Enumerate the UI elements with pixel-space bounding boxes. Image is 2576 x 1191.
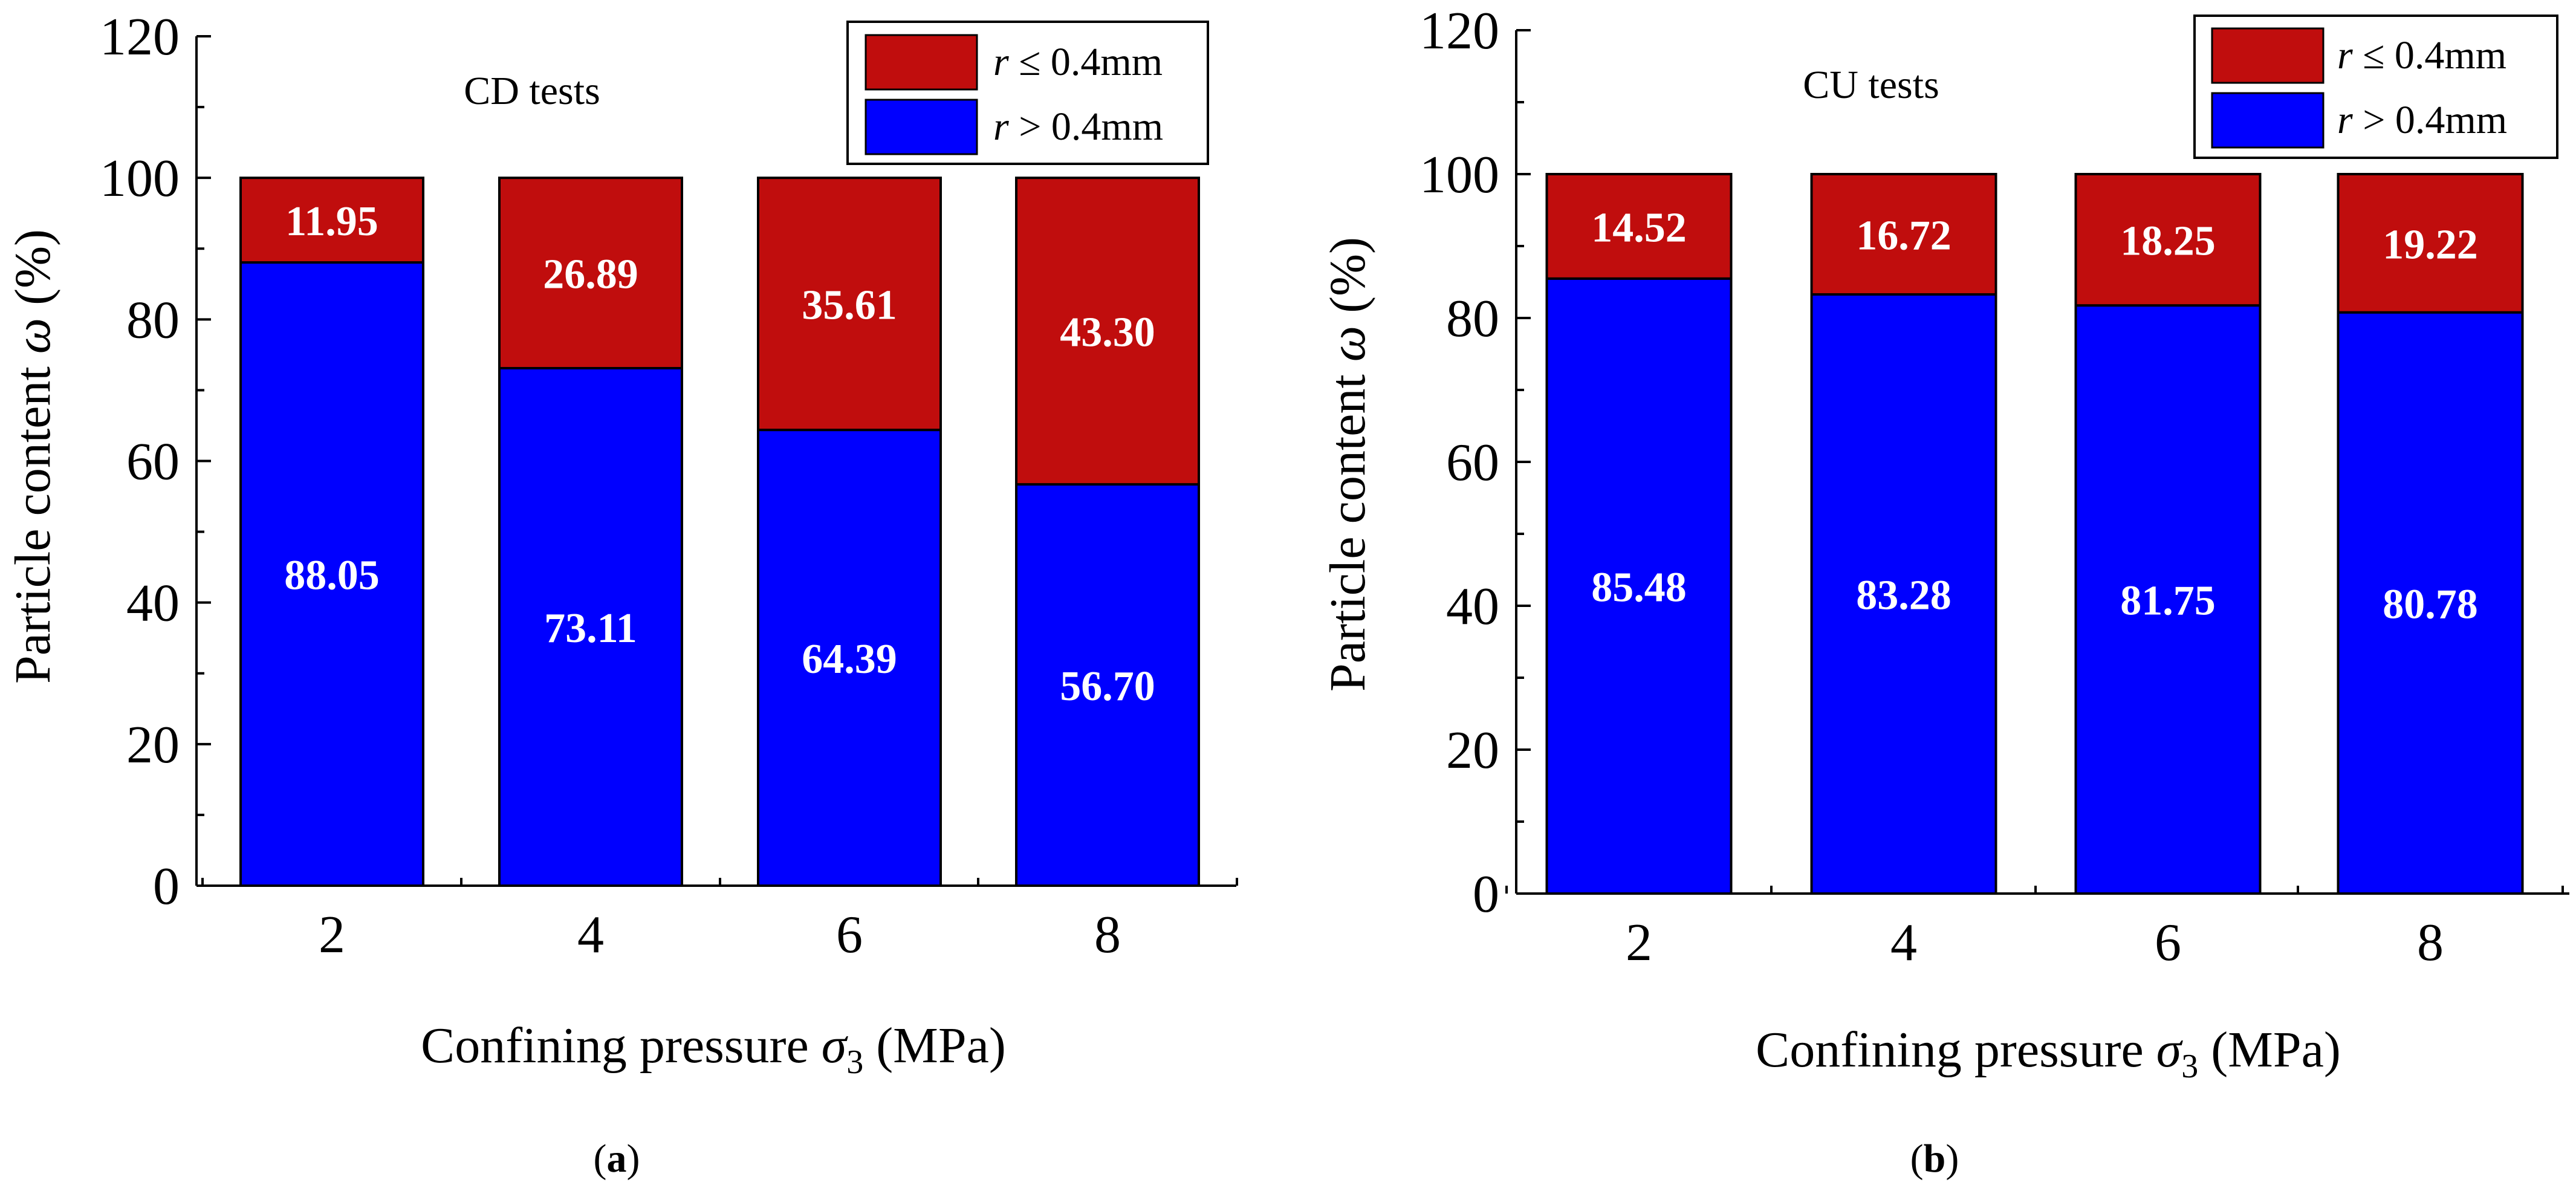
panel-a-panel-label: (a) bbox=[594, 1137, 640, 1181]
panel-a-y-tick-label: 40 bbox=[126, 574, 180, 633]
panel-a-bar-lower-4 bbox=[498, 367, 683, 887]
panel-b-bar-lower-4 bbox=[1810, 293, 1997, 895]
panel-b-data-label-lower-8: 80.78 bbox=[2383, 581, 2478, 628]
panel-a-bar-lower-6 bbox=[757, 429, 942, 887]
panel-b-data-label-lower-6: 81.75 bbox=[2120, 578, 2216, 625]
panel-a-data-label-lower-8: 56.70 bbox=[1060, 663, 1155, 710]
panel-a-bar-lower-8 bbox=[1015, 483, 1200, 887]
panel-a-legend-swatch-lower bbox=[865, 99, 978, 155]
panel-a-y-tick-label: 60 bbox=[126, 433, 180, 492]
panel-a-y-tick-label: 100 bbox=[100, 149, 180, 208]
panel-b-data-label-upper-6: 18.25 bbox=[2120, 218, 2216, 265]
panel-a-data-label-upper-8: 43.30 bbox=[1060, 310, 1155, 356]
panel-b-panel-label: (b) bbox=[1910, 1137, 1959, 1181]
panel-a-data-label-upper-4: 26.89 bbox=[543, 252, 638, 298]
panel-a-legend-label-upper: r ≤ 0.4mm bbox=[993, 40, 1163, 84]
panel-b-y-tick-label: 60 bbox=[1446, 433, 1499, 492]
panel-b-y-tick-label: 20 bbox=[1446, 721, 1499, 780]
panel-b-legend-swatch-lower bbox=[2211, 92, 2325, 149]
panel-a-legend-label-lower: r > 0.4mm bbox=[993, 105, 1163, 149]
panel-b-bar-lower-2 bbox=[1545, 277, 1733, 895]
panel-b-x-tick-label: 6 bbox=[2155, 914, 2181, 972]
panel-b-legend-label-upper: r ≤ 0.4mm bbox=[2337, 33, 2506, 77]
panel-a-annotation: CD tests bbox=[464, 69, 600, 113]
panel-b-x-tick-label: 2 bbox=[1626, 914, 1652, 972]
panel-a-data-label-lower-6: 64.39 bbox=[802, 636, 897, 683]
panel-a-bar-upper-4 bbox=[498, 177, 683, 370]
panel-a-x-tick-label: 4 bbox=[577, 906, 604, 964]
panel-b-plot-area: 0 20 40 60 80 100 120 2 4 6 8 85.48 14.52 83.28 16.72 8… bbox=[1419, 2, 2569, 972]
panel-a-y-tick-label: 80 bbox=[126, 291, 180, 349]
panel-b: 0 20 40 60 80 100 120 2 4 6 8 85.48 14.52 83.28 16.72 8… bbox=[1320, 2, 2569, 1181]
panel-a-data-label-upper-2: 11.95 bbox=[285, 198, 378, 245]
panel-a-y-tick-label: 120 bbox=[100, 8, 180, 67]
panel-b-legend: r ≤ 0.4mm r > 0.4mm bbox=[2193, 15, 2558, 159]
panel-a-bar-lower-2 bbox=[239, 261, 424, 887]
panel-b-y-tick-label: 0 bbox=[1473, 865, 1499, 924]
panel-b-data-label-lower-4: 83.28 bbox=[1856, 572, 1951, 618]
panel-b-legend-swatch-upper bbox=[2211, 27, 2325, 84]
panel-b-data-label-lower-2: 85.48 bbox=[1591, 564, 1687, 611]
panel-b-x-axis-label: Confining pressure σ3 (MPa) bbox=[1756, 1022, 2341, 1085]
panel-a-x-tick-label: 2 bbox=[319, 906, 345, 964]
panel-b-bar-upper-8 bbox=[2337, 173, 2524, 314]
panel-b-x-tick-label: 4 bbox=[1890, 914, 1917, 972]
panel-a-legend-swatch-upper bbox=[865, 34, 978, 91]
panel-a-legend: r ≤ 0.4mm r > 0.4mm bbox=[846, 21, 1209, 165]
panel-b-y-tick-label: 100 bbox=[1419, 146, 1499, 204]
panel-a-bar-upper-8 bbox=[1015, 177, 1200, 486]
panel-a-y-tick-label: 0 bbox=[153, 857, 180, 916]
panel-b-annotation: CU tests bbox=[1803, 63, 1939, 107]
panel-a-data-label-lower-4: 73.11 bbox=[544, 605, 637, 652]
panel-a: 0 20 40 60 80 100 120 2 4 6 8 88.05 11.95 73.11 26.89 6… bbox=[5, 8, 1238, 1181]
panel-b-data-label-upper-4: 16.72 bbox=[1856, 212, 1951, 259]
panel-b-y-axis-label: Particle content ω (%) bbox=[1320, 237, 1376, 692]
panel-b-y-tick-label: 40 bbox=[1446, 577, 1499, 636]
panel-b-bar-upper-6 bbox=[2074, 173, 2262, 307]
panel-a-x-axis-label: Confining pressure σ3 (MPa) bbox=[421, 1017, 1006, 1081]
panel-b-y-tick-label: 120 bbox=[1419, 2, 1499, 60]
panel-b-data-label-upper-8: 19.22 bbox=[2383, 221, 2478, 268]
panel-a-data-label-lower-2: 88.05 bbox=[284, 553, 380, 599]
panel-a-bar-upper-6 bbox=[757, 177, 942, 432]
panel-a-x-tick-label: 6 bbox=[836, 906, 863, 964]
panel-b-bar-lower-8 bbox=[2337, 311, 2524, 895]
panel-b-data-label-upper-2: 14.52 bbox=[1591, 204, 1687, 251]
panel-b-y-tick-label: 80 bbox=[1446, 290, 1499, 348]
panel-a-data-label-upper-6: 35.61 bbox=[802, 282, 897, 329]
panel-b-legend-label-lower: r > 0.4mm bbox=[2337, 98, 2507, 142]
panel-a-x-tick-label: 8 bbox=[1094, 906, 1121, 964]
panel-b-x-tick-label: 8 bbox=[2417, 914, 2444, 972]
panel-b-bar-lower-6 bbox=[2074, 304, 2262, 895]
panel-a-y-tick-label: 20 bbox=[126, 716, 180, 774]
panel-a-bar-upper-2 bbox=[239, 177, 424, 264]
panel-b-bar-upper-2 bbox=[1545, 173, 1733, 280]
panel-b-bar-upper-4 bbox=[1810, 173, 1997, 296]
panel-a-plot-area: 0 20 40 60 80 100 120 2 4 6 8 88.05 11.95 73.11 26.89 6… bbox=[100, 8, 1238, 964]
panel-a-y-axis-label: Particle content ω (%) bbox=[5, 229, 61, 684]
